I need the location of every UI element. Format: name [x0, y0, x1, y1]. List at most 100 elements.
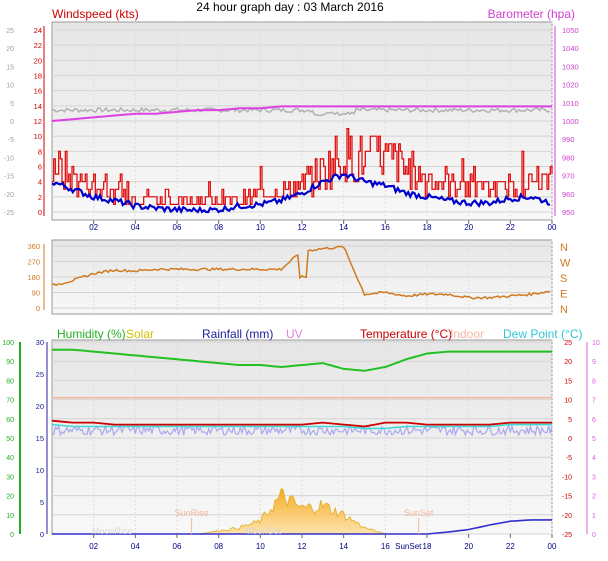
panel2-grid — [52, 240, 553, 314]
y-tick-humidity: 60 — [6, 417, 14, 424]
y-tick-barometer: 1010 — [562, 99, 579, 108]
x-tick-label: 00 — [548, 223, 557, 232]
y-tick-windspeed: 14 — [34, 102, 42, 111]
legend-rainfall: Rainfall (mm) — [202, 327, 273, 341]
y-tick-uv: 10 — [592, 340, 600, 347]
chart-title: 24 hour graph day : 03 March 2016 — [196, 0, 384, 14]
y-tick-uv: 6 — [592, 417, 596, 424]
y-tick-windspeed: 20 — [34, 56, 42, 65]
panel3-grid — [52, 340, 553, 535]
y-tick-windspeed: 4 — [38, 178, 42, 187]
y-tick-compass: W — [560, 258, 571, 270]
panel2-left-ticks: 360 270 180 90 0 — [27, 242, 45, 313]
y-tick-uv: 4 — [592, 455, 596, 462]
x-tick-label: 20 — [464, 223, 473, 232]
y-tick-temperature: 10 — [564, 398, 572, 405]
y-tick-temperature: -20 — [562, 513, 572, 520]
windspeed-axis-label: Windspeed (kts) — [52, 7, 139, 21]
y-tick-barometer: 950 — [562, 208, 575, 217]
x-tick-label: 02 — [89, 542, 98, 551]
y-tick-temperature: -15 — [562, 494, 572, 501]
x-tick-label: 00 — [548, 542, 557, 551]
sunrise-label: SunRise — [175, 508, 209, 518]
x-tick-label: 06 — [173, 223, 182, 232]
y-tick-rainfall: 15 — [36, 434, 44, 443]
x-tick-label: 12 — [298, 542, 307, 551]
legend-temperature: Temperature (°C) — [360, 327, 452, 341]
y-tick-grey: -25 — [4, 210, 14, 217]
y-tick-windspeed: 2 — [38, 193, 42, 202]
humidity-line — [52, 348, 552, 372]
y-tick-grey: 10 — [6, 83, 14, 90]
x-tick-label: 22 — [506, 542, 515, 551]
y-tick-rainfall: 0 — [40, 530, 44, 539]
y-tick-uv: 8 — [592, 378, 596, 385]
legend-indoor: Indoor — [450, 327, 484, 341]
x-tick-label: 10 — [256, 223, 265, 232]
y-tick-direction: 360 — [27, 242, 40, 251]
barometer-line — [51, 105, 552, 122]
y-tick-temperature: 25 — [564, 340, 572, 347]
legend-uv: UV — [286, 327, 303, 341]
y-tick-grey: -10 — [4, 155, 14, 162]
y-tick-grey: 20 — [6, 46, 14, 53]
panel1-left-grey-ticks: 25 20 15 10 5 0 -5 -10 -15 -20 -25 — [4, 28, 14, 217]
grey-series-line — [51, 106, 551, 117]
y-tick-barometer: 1000 — [562, 117, 579, 126]
x-tick-label: 16 — [381, 542, 390, 551]
x-tick-label: 14 — [339, 223, 348, 232]
x-tick-label: 02 — [89, 223, 98, 232]
x-tick-label: 18 — [423, 542, 432, 551]
panel3-axes: 2520151050-5-10-15-20-251009080706050403… — [2, 338, 600, 539]
moonset-label: MoonSet — [245, 526, 282, 536]
legend-dewpoint: Dew Point (°C) — [503, 327, 582, 341]
y-tick-windspeed: 16 — [34, 87, 42, 96]
x-tick-label: 06 — [173, 542, 182, 551]
x-tick-label: 18 — [423, 223, 432, 232]
y-tick-temperature: 20 — [564, 359, 572, 366]
panel1-series — [51, 105, 553, 215]
legend-solar: Solar — [126, 327, 154, 341]
y-tick-temperature: -25 — [562, 532, 572, 539]
sunset-axis-label: SunSet — [395, 542, 422, 551]
y-tick-windspeed: 10 — [34, 132, 42, 141]
y-tick-direction: 270 — [27, 258, 40, 267]
y-tick-windspeed: 8 — [38, 147, 42, 156]
y-tick-windspeed: 18 — [34, 72, 42, 81]
y-tick-rainfall: 20 — [36, 402, 44, 411]
y-tick-temperature: -10 — [562, 474, 572, 481]
y-tick-rainfall: 25 — [36, 370, 44, 379]
gust-line — [51, 173, 551, 215]
y-tick-windspeed: 24 — [34, 26, 42, 35]
y-tick-humidity: 90 — [6, 359, 14, 366]
y-tick-uv: 1 — [592, 513, 596, 520]
x-tick-label: 10 — [256, 542, 265, 551]
panel1-x-ticks: 02 04 06 08 10 12 14 16 18 20 22 00 — [89, 220, 557, 232]
y-tick-barometer: 1050 — [562, 26, 579, 35]
windspeed-line — [52, 128, 553, 205]
y-tick-humidity: 40 — [6, 455, 14, 462]
y-tick-direction: 0 — [36, 304, 40, 313]
x-tick-label: 08 — [214, 223, 223, 232]
y-tick-compass: S — [560, 273, 567, 285]
direction-line — [51, 245, 551, 300]
temp-humidity-panel: Humidity (%) Solar Rainfall (mm) UV Temp… — [2, 327, 600, 551]
y-tick-windspeed: 12 — [34, 117, 42, 126]
x-tick-label: 14 — [339, 542, 348, 551]
y-tick-humidity: 80 — [6, 378, 14, 385]
wind-barometer-panel: Windspeed (kts) Barometer (hpa) 25201510… — [4, 7, 579, 232]
y-tick-uv: 9 — [592, 359, 596, 366]
x-tick-label: 22 — [506, 223, 515, 232]
panel3-annotations: SunRise SunSet MoonRise MoonSet — [92, 508, 434, 536]
y-tick-barometer: 960 — [562, 190, 575, 199]
y-tick-uv: 5 — [592, 436, 596, 443]
y-tick-barometer: 990 — [562, 135, 575, 144]
y-tick-temperature: -5 — [566, 455, 572, 462]
y-tick-grey: 5 — [10, 101, 14, 108]
y-tick-humidity: 70 — [6, 398, 14, 405]
y-tick-temperature: 15 — [564, 378, 572, 385]
y-tick-grey: 15 — [6, 64, 14, 71]
y-tick-uv: 2 — [592, 494, 596, 501]
